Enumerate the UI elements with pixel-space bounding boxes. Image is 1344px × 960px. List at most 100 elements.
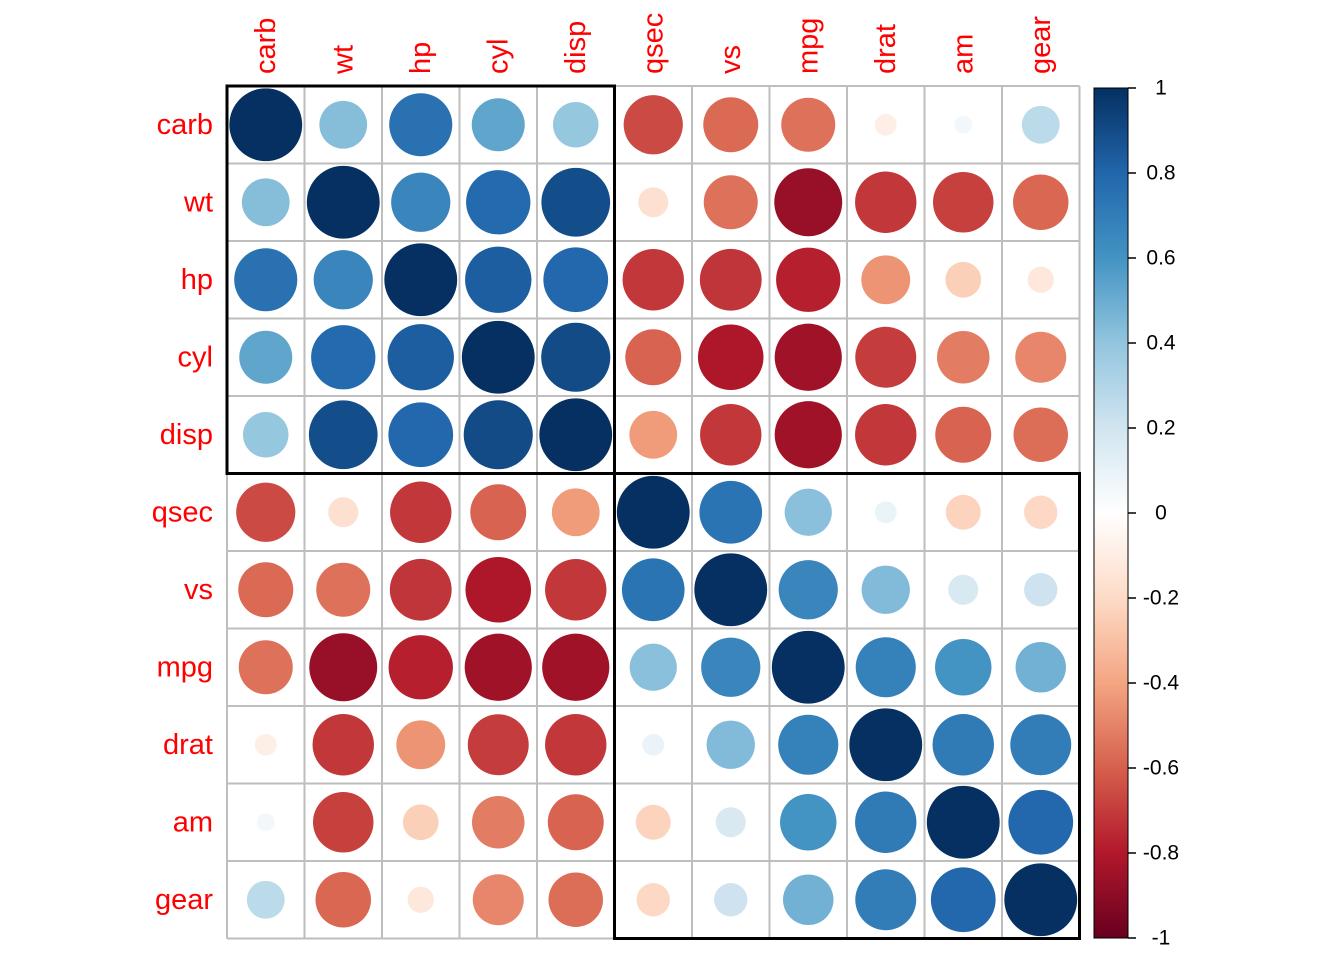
correlation-circle-wt-am (932, 171, 994, 233)
correlation-circle-hp-disp (543, 247, 609, 313)
correlation-circle-vs-am (948, 574, 979, 605)
correlation-circle-disp-carb (243, 412, 289, 458)
correlation-circle-gear-disp (548, 872, 604, 928)
correlation-circles (229, 88, 1078, 937)
correlation-circle-mpg-gear (1015, 642, 1066, 693)
correlation-circle-cyl-disp (541, 322, 611, 392)
correlation-circle-am-drat (855, 791, 917, 853)
correlation-circle-qsec-cyl (470, 484, 527, 541)
cluster-box (613, 472, 1081, 940)
colorbar-tick-label: 1 (1155, 77, 1167, 100)
correlation-circle-carb-disp (553, 102, 599, 148)
correlation-circle-qsec-am (945, 494, 981, 530)
correlation-circle-carb-hp (389, 93, 453, 157)
correlation-circle-mpg-hp (388, 635, 453, 700)
correlation-circle-qsec-carb (236, 482, 296, 542)
correlation-circle-wt-wt (306, 165, 380, 239)
column-labels: carb wt hp cyl disp qsec vs mpg drat am … (250, 13, 1057, 75)
correlation-circle-disp-wt (308, 400, 378, 470)
row-labels: carb wt hp cyl disp qsec vs mpg drat am … (152, 109, 214, 916)
colorbar-gradient (1093, 87, 1129, 939)
correlation-circle-am-wt (312, 791, 374, 853)
correlation-circle-disp-mpg (774, 401, 842, 469)
colorbar-tick-label: -0.2 (1143, 587, 1179, 610)
correlation-circle-qsec-qsec (616, 475, 690, 549)
correlation-circle-drat-carb (254, 733, 277, 756)
correlation-circle-hp-mpg (776, 247, 841, 312)
correlation-circle-disp-drat (855, 404, 917, 466)
row-label: am (173, 806, 213, 838)
correlation-circle-carb-drat (874, 113, 897, 136)
column-label: vs (715, 45, 747, 74)
correlation-circle-wt-drat (855, 171, 917, 233)
correlation-circle-cyl-gear (1015, 331, 1067, 383)
correlation-circle-drat-wt (312, 714, 374, 776)
row-label: gear (155, 884, 213, 916)
correlation-circle-drat-am (932, 714, 994, 776)
correlation-circle-hp-wt (313, 250, 373, 310)
correlation-circle-drat-disp (545, 714, 607, 776)
correlation-circle-carb-cyl (471, 98, 525, 152)
correlation-circle-mpg-vs (701, 637, 761, 697)
colorbar-ticks (1128, 87, 1136, 939)
correlation-circle-qsec-vs (699, 480, 763, 544)
correlation-circle-gear-am (930, 867, 996, 933)
correlation-circle-drat-cyl (467, 714, 529, 776)
colorbar: 1 0.8 0.6 0.4 0.2 0 -0.2 -0.4 -0.6 -0.8 … (1093, 77, 1180, 950)
correlation-circle-gear-gear (1004, 863, 1078, 937)
row-label: cyl (178, 341, 213, 373)
correlation-circle-disp-vs (700, 404, 762, 466)
colorbar-tick-labels: 1 0.8 0.6 0.4 0.2 0 -0.2 -0.4 -0.6 -0.8 … (1143, 77, 1180, 950)
correlation-circle-hp-carb (234, 248, 298, 312)
correlation-circle-drat-drat (849, 708, 923, 782)
correlation-circle-hp-drat (861, 255, 911, 305)
correlation-circle-gear-mpg (783, 874, 834, 925)
correlation-circle-carb-qsec (623, 95, 683, 155)
correlation-circle-vs-hp (389, 558, 452, 621)
correlation-circle-wt-vs (703, 175, 758, 230)
colorbar-tick-label: 0.4 (1146, 332, 1176, 355)
correlation-circle-vs-gear (1024, 573, 1058, 607)
correlation-circle-vs-qsec (621, 558, 685, 622)
correlation-circle-disp-qsec (629, 410, 678, 459)
correlation-circle-carb-vs (703, 97, 759, 153)
colorbar-tick-label: 0.6 (1146, 247, 1175, 270)
colorbar-tick-label: -0.8 (1143, 842, 1179, 865)
column-label: cyl (482, 39, 514, 74)
correlation-circle-cyl-carb (239, 330, 293, 384)
row-label: disp (160, 419, 213, 451)
correlation-circle-vs-wt (316, 562, 371, 617)
correlation-circle-mpg-mpg (771, 630, 845, 704)
correlation-circle-hp-qsec (622, 249, 684, 311)
correlation-circle-am-am (926, 785, 1000, 859)
correlation-circle-hp-gear (1027, 266, 1054, 293)
correlation-circle-mpg-drat (855, 637, 916, 698)
correlation-circle-am-gear (1008, 789, 1074, 855)
row-label: wt (183, 186, 213, 218)
correlation-circle-wt-qsec (638, 187, 669, 218)
correlation-circle-cyl-cyl (461, 320, 535, 394)
correlation-circle-vs-carb (238, 562, 294, 618)
column-label: qsec (637, 13, 669, 74)
correlation-circle-gear-wt (315, 872, 371, 928)
correlation-circle-drat-vs (706, 720, 755, 769)
row-label: vs (184, 574, 213, 606)
correlation-circle-hp-vs (699, 248, 762, 311)
correlation-circle-gear-drat (855, 869, 917, 931)
column-label: drat (870, 24, 902, 74)
correlation-circle-hp-hp (384, 243, 458, 317)
correlation-circle-cyl-am (936, 330, 990, 384)
correlation-circle-drat-hp (396, 720, 446, 770)
correlation-circle-am-carb (256, 813, 275, 832)
correlation-circle-qsec-disp (551, 488, 600, 537)
column-label: disp (560, 21, 592, 74)
correlation-circle-hp-cyl (465, 246, 532, 313)
correlation-circle-am-disp (547, 794, 604, 851)
cluster-boxes (225, 84, 1081, 940)
correlation-circle-qsec-hp (390, 481, 452, 543)
correlation-circle-cyl-qsec (625, 329, 682, 386)
correlation-circle-disp-disp (539, 398, 613, 472)
correlation-circle-disp-am (935, 406, 992, 463)
column-label: hp (405, 42, 437, 74)
